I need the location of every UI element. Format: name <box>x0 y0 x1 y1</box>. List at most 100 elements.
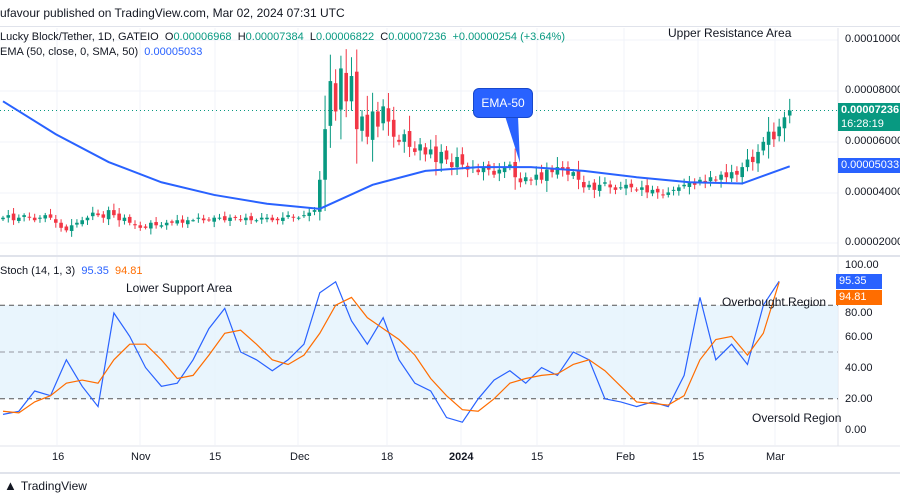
candle-body <box>502 167 507 173</box>
candle-body <box>787 110 792 116</box>
oversold-label: Oversold Region <box>752 411 842 425</box>
candle-body <box>508 164 512 168</box>
candle-body <box>291 216 296 218</box>
price-tick: 0.00004000 <box>845 186 900 198</box>
candle-body <box>32 217 37 221</box>
candle-body <box>318 179 322 212</box>
candle-body <box>254 220 259 222</box>
bar-countdown: 16:28:19 <box>841 118 884 130</box>
stoch-d-value: 94.81 <box>115 265 143 277</box>
candle-body <box>745 159 750 168</box>
candle-body <box>476 169 480 173</box>
candle-body <box>613 187 618 190</box>
stoch-legend[interactable]: Stoch (14, 1, 3) 95.35 94.81 <box>0 265 143 277</box>
close-label: C <box>380 31 389 43</box>
candle-body <box>782 117 787 129</box>
candle-body <box>724 172 729 178</box>
candle-body <box>640 187 644 190</box>
candle-body <box>566 167 570 175</box>
candle-body <box>750 156 755 163</box>
ema-50-line <box>2 100 791 210</box>
candle-body <box>629 183 634 188</box>
candle-body <box>666 192 671 195</box>
candle-body <box>603 182 607 184</box>
candle-body <box>302 215 306 217</box>
candle-body <box>703 180 708 183</box>
stoch-tick: 100.00 <box>845 259 879 271</box>
candle-body <box>275 218 280 221</box>
candle-body <box>238 219 243 221</box>
candle-body <box>645 185 649 193</box>
candle-body <box>423 147 428 155</box>
candle-body <box>360 116 364 131</box>
candle-body <box>323 129 327 180</box>
time-label: 15 <box>531 451 544 463</box>
candle-body <box>592 182 597 190</box>
candle-body <box>180 219 185 223</box>
ema-legend[interactable]: EMA (50, close, 0, SMA, 50) 0.00005033 <box>0 46 202 58</box>
candle-body <box>534 174 539 180</box>
candle-body <box>492 170 496 175</box>
candle-body <box>201 218 206 221</box>
candle-body <box>397 139 401 142</box>
candle-body <box>682 184 686 187</box>
candle-body <box>191 220 195 222</box>
candle-body <box>122 217 127 221</box>
candle-body <box>661 194 665 196</box>
candle-body <box>80 220 84 225</box>
candle-body <box>434 146 438 163</box>
candle-body <box>170 221 174 223</box>
candle-body <box>439 151 444 164</box>
lower-support-label: Lower Support Area <box>126 281 233 295</box>
high-value: 0.00007384 <box>245 31 304 43</box>
candle-body <box>117 213 121 221</box>
candle-body <box>281 217 285 221</box>
candle-body <box>740 167 744 178</box>
symbol-legend: Lucky Block/Tether, 1D, GATEIO O0.000069… <box>0 31 565 43</box>
candle-body <box>555 167 560 175</box>
stoch-d-tag: 94.81 <box>836 290 882 305</box>
ema-callout-pointer <box>505 116 520 163</box>
candle-body <box>149 222 153 229</box>
candle-body <box>127 216 132 223</box>
time-label: Dec <box>290 451 310 463</box>
candle-body <box>687 182 692 187</box>
candle-body <box>59 222 63 228</box>
candle-body <box>413 148 417 152</box>
candle-body <box>48 214 53 218</box>
candle-body <box>402 134 407 142</box>
candle-body <box>381 106 385 124</box>
candle-body <box>186 220 190 225</box>
time-label: 2024 <box>449 451 474 463</box>
ema-50-callout[interactable]: EMA-50 <box>473 88 533 118</box>
stoch-tick: 20.00 <box>845 393 873 405</box>
candle-body <box>54 219 58 223</box>
candle-body <box>376 111 380 127</box>
candle-body <box>270 217 275 221</box>
candle-body <box>1 217 5 220</box>
time-label: 16 <box>52 451 65 463</box>
candle-body <box>444 150 449 160</box>
brand-name: TradingView <box>20 478 87 493</box>
candle-body <box>655 188 660 193</box>
time-label: 15 <box>692 451 705 463</box>
price-tick: 0.00010000 <box>845 33 900 45</box>
candle-body <box>450 162 454 168</box>
candle-body <box>618 187 623 189</box>
time-label: 18 <box>381 451 394 463</box>
candle-body <box>587 184 591 188</box>
candle-body <box>17 217 21 221</box>
candle-body <box>328 81 333 126</box>
candle-body <box>634 189 639 191</box>
candle-body <box>597 184 602 191</box>
candle-body <box>90 212 95 217</box>
candle-body <box>222 216 227 221</box>
stoch-d-line <box>2 281 780 414</box>
candle-body <box>259 217 264 220</box>
candle-body <box>529 179 533 181</box>
candle-body <box>64 226 69 231</box>
overbought-label: Overbought Region <box>722 295 827 309</box>
tradingview-logo[interactable]: ▲ TradingView <box>4 478 87 493</box>
candle-body <box>143 226 148 228</box>
